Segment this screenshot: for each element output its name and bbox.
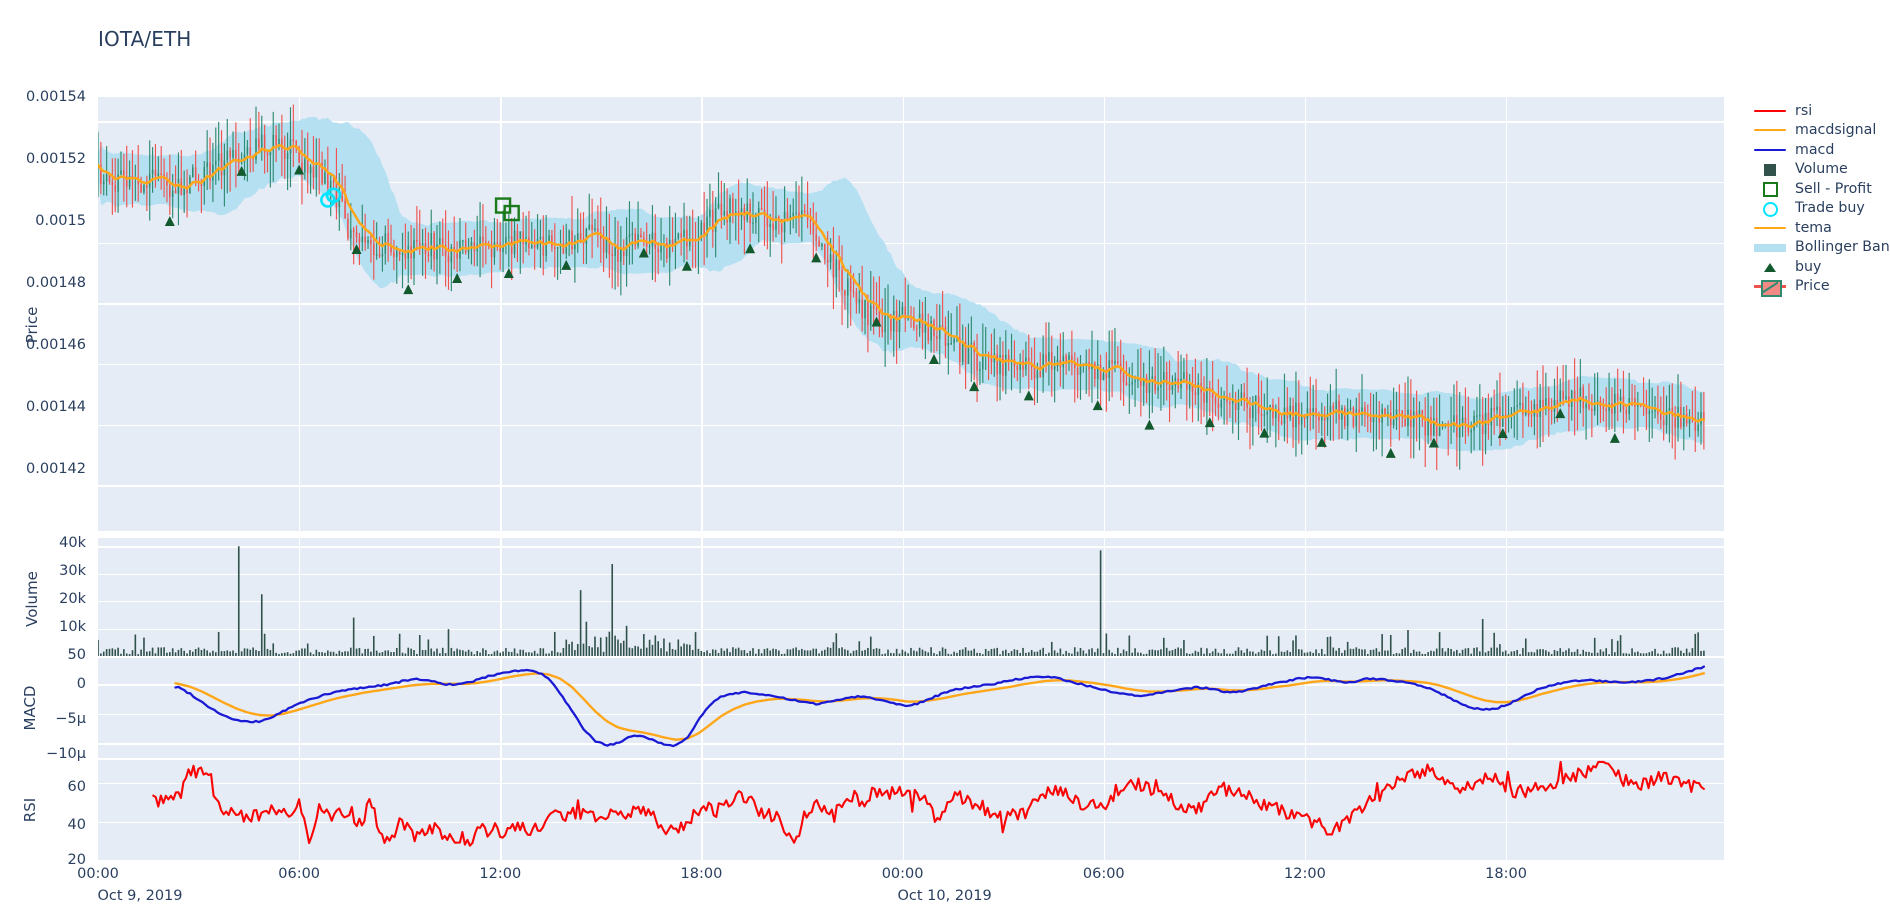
triangle-icon [1752, 257, 1788, 276]
y-tick: 0.00152 [26, 151, 86, 167]
legend-label: macdsignal [1795, 122, 1876, 138]
price-series [98, 97, 1724, 531]
x-tick: 12:00 [1284, 866, 1326, 882]
legend-item-sell-profit[interactable]: Sell - Profit [1752, 179, 1890, 199]
volume-series [98, 538, 1724, 656]
y-tick: 50 [68, 647, 86, 663]
candle-icon [1752, 277, 1788, 296]
y-tick: 0.00142 [26, 461, 86, 477]
y-tick: −10µ [46, 746, 86, 762]
y-tick: 10k [59, 619, 86, 635]
circle-open-icon [1752, 199, 1788, 218]
macd-panel[interactable] [98, 658, 1724, 758]
line-icon [1752, 101, 1788, 120]
rsi-panel[interactable] [98, 760, 1724, 860]
square-icon [1752, 160, 1788, 179]
x-tick: 18:00 [681, 866, 723, 882]
x-tick: 06:00 [278, 866, 320, 882]
y-tick: 40 [68, 817, 86, 833]
line-icon [1752, 140, 1788, 159]
legend-label: buy [1795, 259, 1821, 275]
y-tick: 30k [59, 563, 86, 579]
x-axis-date: Oct 9, 2019 [97, 888, 182, 904]
legend-label: Bollinger Band [1795, 239, 1890, 255]
legend-item-price[interactable]: Price [1752, 277, 1890, 297]
x-tick: 12:00 [479, 866, 521, 882]
x-tick: 00:00 [882, 866, 924, 882]
legend-item-tema[interactable]: tema [1752, 218, 1890, 238]
macd-axis-title: MACD [21, 668, 39, 748]
legend-item-volume[interactable]: Volume [1752, 160, 1890, 180]
legend-label: Sell - Profit [1795, 181, 1872, 197]
y-tick: 40k [59, 535, 86, 551]
y-tick: 60 [68, 779, 86, 795]
y-tick: 0 [77, 676, 86, 692]
macd-series [98, 658, 1724, 758]
price-axis-title: Price [23, 285, 41, 365]
y-tick: 0.0015 [35, 213, 86, 229]
x-tick: 18:00 [1485, 866, 1527, 882]
y-tick: 0.00144 [26, 399, 86, 415]
legend-item-trade-buy[interactable]: Trade buy [1752, 199, 1890, 219]
volume-panel[interactable] [98, 538, 1724, 656]
price-panel[interactable] [98, 97, 1724, 531]
legend-label: Trade buy [1795, 200, 1865, 216]
legend-label: rsi [1795, 103, 1812, 119]
legend-label: Volume [1795, 161, 1848, 177]
legend-item-macdsignal[interactable]: macdsignal [1752, 121, 1890, 141]
band-icon [1752, 238, 1788, 257]
square-open-icon [1752, 179, 1788, 198]
rsi-series [98, 760, 1724, 860]
rsi-axis-title: RSI [21, 770, 39, 850]
legend-label: macd [1795, 142, 1834, 158]
x-tick: 00:00 [77, 866, 119, 882]
legend-label: Price [1795, 278, 1830, 294]
page-title: IOTA/ETH [98, 27, 191, 51]
legend-item-macd[interactable]: macd [1752, 140, 1890, 160]
legend-item-buy[interactable]: buy [1752, 257, 1890, 277]
x-tick: 06:00 [1083, 866, 1125, 882]
chart-legend[interactable]: rsi macdsignal macd Volume Sell - Profit Trad… [1752, 101, 1890, 296]
y-tick: 20k [59, 591, 86, 607]
x-axis-date: Oct 10, 2019 [897, 888, 991, 904]
line-icon [1752, 218, 1788, 237]
volume-axis-title: Volume [23, 559, 41, 639]
y-tick: 0.00154 [26, 89, 86, 105]
y-tick: −5µ [55, 711, 86, 727]
legend-label: tema [1795, 220, 1832, 236]
legend-item-bollinger-band[interactable]: Bollinger Band [1752, 238, 1890, 258]
legend-item-rsi[interactable]: rsi [1752, 101, 1890, 121]
line-icon [1752, 121, 1788, 140]
